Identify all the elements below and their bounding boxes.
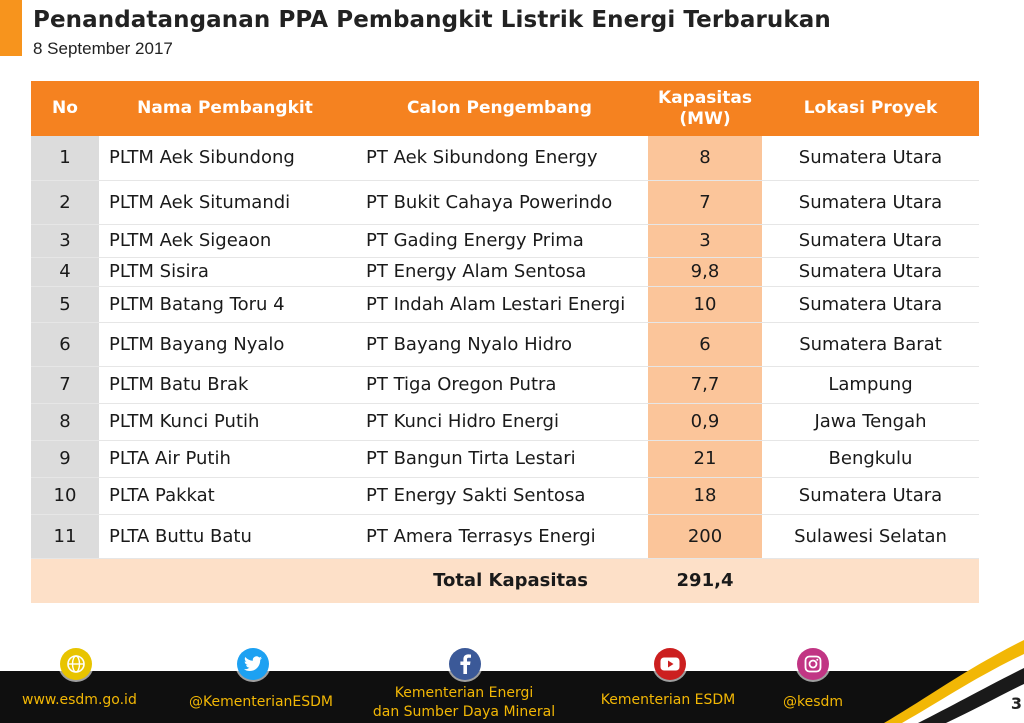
footer-facebook-link[interactable]: Kementerian Energi dan Sumber Daya Miner… (368, 684, 560, 722)
cell-capacity: 9,8 (648, 257, 762, 287)
cell-location: Sumatera Utara (762, 286, 979, 323)
cell-developer: PT Energy Alam Sentosa (351, 257, 648, 287)
cell-name: PLTM Aek Sibundong (99, 136, 351, 181)
cell-capacity: 6 (648, 322, 762, 367)
cell-no: 1 (31, 136, 99, 181)
page-number: 3 (1010, 694, 1022, 713)
globe-icon[interactable] (60, 648, 92, 680)
footer-website-link[interactable]: www.esdm.go.id (22, 692, 137, 708)
cell-developer: PT Aek Sibundong Energy (351, 136, 648, 181)
cell-capacity: 10 (648, 286, 762, 323)
cell-no: 9 (31, 440, 99, 478)
youtube-icon[interactable] (654, 648, 686, 680)
table-row: 5 PLTM Batang Toru 4 PT Indah Alam Lesta… (31, 286, 979, 323)
footer-facebook-line1: Kementerian Energi (394, 685, 534, 701)
cell-name: PLTM Kunci Putih (99, 403, 351, 441)
cell-name: PLTM Sisira (99, 257, 351, 287)
cell-name: PLTM Bayang Nyalo (99, 322, 351, 367)
cell-location: Sumatera Barat (762, 322, 979, 367)
cell-name: PLTA Air Putih (99, 440, 351, 478)
cell-capacity: 0,9 (648, 403, 762, 441)
cell-name: PLTA Buttu Batu (99, 514, 351, 559)
cell-developer: PT Indah Alam Lestari Energi (351, 286, 648, 323)
cell-capacity: 200 (648, 514, 762, 559)
facebook-icon[interactable] (449, 648, 481, 680)
cell-name: PLTA Pakkat (99, 477, 351, 515)
table-row: 1 PLTM Aek Sibundong PT Aek Sibundong En… (31, 136, 979, 181)
footer-twitter-link[interactable]: @KementerianESDM (188, 694, 333, 710)
cell-location: Jawa Tengah (762, 403, 979, 441)
table-row: 9 PLTA Air Putih PT Bangun Tirta Lestari… (31, 440, 979, 478)
cell-developer: PT Amera Terrasys Energi (351, 514, 648, 559)
cell-no: 8 (31, 403, 99, 441)
cell-developer: PT Bayang Nyalo Hidro (351, 322, 648, 367)
cell-developer: PT Bangun Tirta Lestari (351, 440, 648, 478)
twitter-icon[interactable] (237, 648, 269, 680)
cell-no: 4 (31, 257, 99, 287)
cell-developer: PT Energy Sakti Sentosa (351, 477, 648, 515)
cell-developer: PT Gading Energy Prima (351, 224, 648, 258)
cell-no: 6 (31, 322, 99, 367)
col-header-developer: Calon Pengembang (351, 81, 648, 136)
cell-developer: PT Tiga Oregon Putra (351, 366, 648, 404)
footer-instagram-link[interactable]: @kesdm (782, 694, 844, 710)
table-header-row: No Nama Pembangkit Calon Pengembang Kapa… (31, 81, 979, 136)
table-row: 3 PLTM Aek Sigeaon PT Gading Energy Prim… (31, 224, 979, 258)
corner-decoration (884, 640, 1024, 723)
cell-location: Sumatera Utara (762, 224, 979, 258)
cell-developer: PT Kunci Hidro Energi (351, 403, 648, 441)
table-row: 2 PLTM Aek Situmandi PT Bukit Cahaya Pow… (31, 180, 979, 225)
cell-location: Lampung (762, 366, 979, 404)
cell-location: Sumatera Utara (762, 180, 979, 225)
cell-capacity: 7,7 (648, 366, 762, 404)
cell-name: PLTM Batang Toru 4 (99, 286, 351, 323)
cell-location: Bengkulu (762, 440, 979, 478)
cell-name: PLTM Aek Situmandi (99, 180, 351, 225)
cell-capacity: 18 (648, 477, 762, 515)
table-row: 8 PLTM Kunci Putih PT Kunci Hidro Energi… (31, 403, 979, 441)
cell-name: PLTM Aek Sigeaon (99, 224, 351, 258)
cell-capacity: 3 (648, 224, 762, 258)
table-row: 4 PLTM Sisira PT Energy Alam Sentosa 9,8… (31, 257, 979, 287)
total-value: 291,4 (648, 558, 762, 603)
footer-youtube-link[interactable]: Kementerian ESDM (600, 692, 736, 708)
cell-capacity: 21 (648, 440, 762, 478)
cell-location: Sumatera Utara (762, 477, 979, 515)
cell-no: 7 (31, 366, 99, 404)
total-row: Total Kapasitas 291,4 (31, 558, 979, 603)
table-row: 11 PLTA Buttu Batu PT Amera Terrasys Ene… (31, 514, 979, 559)
accent-bar (0, 0, 22, 56)
cell-location: Sulawesi Selatan (762, 514, 979, 559)
page-title: Penandatanganan PPA Pembangkit Listrik E… (33, 7, 831, 33)
table-row: 10 PLTA Pakkat PT Energy Sakti Sentosa 1… (31, 477, 979, 515)
col-header-capacity: Kapasitas (MW) (648, 81, 762, 136)
cell-developer: PT Bukit Cahaya Powerindo (351, 180, 648, 225)
cell-no: 10 (31, 477, 99, 515)
cell-name: PLTM Batu Brak (99, 366, 351, 404)
table-row: 6 PLTM Bayang Nyalo PT Bayang Nyalo Hidr… (31, 322, 979, 367)
cell-location: Sumatera Utara (762, 136, 979, 181)
total-empty-cell (762, 558, 979, 603)
total-label: Total Kapasitas (31, 558, 648, 603)
cell-no: 5 (31, 286, 99, 323)
cell-capacity: 8 (648, 136, 762, 181)
cell-no: 2 (31, 180, 99, 225)
footer-facebook-line2: dan Sumber Daya Mineral (372, 704, 556, 720)
table-row: 7 PLTM Batu Brak PT Tiga Oregon Putra 7,… (31, 366, 979, 404)
cell-location: Sumatera Utara (762, 257, 979, 287)
col-header-location: Lokasi Proyek (762, 81, 979, 136)
cell-no: 11 (31, 514, 99, 559)
cell-capacity: 7 (648, 180, 762, 225)
ppa-table: No Nama Pembangkit Calon Pengembang Kapa… (31, 81, 979, 603)
footer-bar (0, 671, 1024, 723)
page-subtitle: 8 September 2017 (33, 39, 173, 58)
col-header-name: Nama Pembangkit (99, 81, 351, 136)
cell-no: 3 (31, 224, 99, 258)
instagram-icon[interactable] (797, 648, 829, 680)
col-header-no: No (31, 81, 99, 136)
